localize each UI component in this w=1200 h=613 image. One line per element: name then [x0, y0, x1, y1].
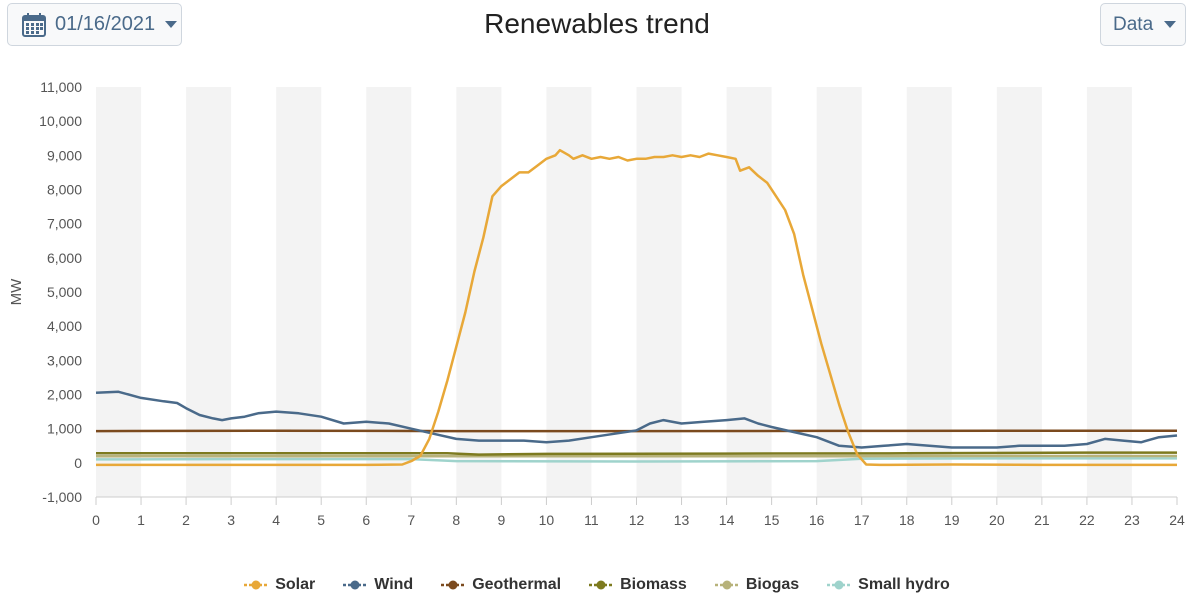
data-menu-label: Data	[1113, 13, 1154, 35]
grid-band	[636, 87, 682, 497]
renewables-line-chart: -1,000 0 1,000 2,000 3,000 4,000 5,000 6,000 7,0…	[8, 79, 1185, 528]
series-line-small-hydro	[95, 457, 1177, 463]
x-tick-label: 1	[137, 512, 145, 528]
grid-band	[906, 87, 952, 497]
legend-item-solar[interactable]: Solar	[244, 576, 315, 594]
y-axis-title: MW	[8, 278, 25, 305]
x-tick-label: 3	[227, 512, 235, 528]
x-tick-label: 17	[854, 512, 870, 528]
data-menu-button[interactable]: Data	[1100, 3, 1186, 46]
legend-item-biomass[interactable]: Biomass	[589, 576, 687, 594]
x-tick-label: 12	[629, 512, 645, 528]
x-tick-label: 4	[272, 512, 280, 528]
chevron-down-icon	[165, 21, 178, 28]
y-tick-label: 5,000	[47, 284, 82, 300]
page-title: Renewables trend	[484, 8, 710, 39]
legend-label: Wind	[374, 576, 414, 593]
x-tick-label: 11	[584, 512, 599, 528]
grid-band	[996, 87, 1042, 497]
legend-symbol-icon	[589, 580, 614, 590]
x-tick-label: 14	[719, 512, 735, 528]
legend-symbol-icon	[714, 580, 739, 590]
y-tick-label: 11,000	[40, 79, 82, 95]
legend-item-biogas[interactable]: Biogas	[714, 576, 800, 594]
legend-symbol-icon	[441, 580, 466, 590]
legend-item-wind[interactable]: Wind	[343, 576, 413, 594]
x-tick-label: 24	[1169, 512, 1185, 528]
x-tick-label: 10	[539, 512, 555, 528]
x-tick-label: 20	[989, 512, 1005, 528]
x-tick-label: 8	[452, 512, 460, 528]
y-tick-label: 6,000	[47, 250, 82, 266]
series-line-wind	[95, 390, 1178, 449]
legend-symbol-icon	[827, 580, 852, 590]
x-tick-label: 19	[944, 512, 960, 528]
x-tick-label: 16	[809, 512, 825, 528]
x-tick-label: 23	[1124, 512, 1140, 528]
grid-band	[456, 87, 502, 497]
grid-band	[726, 87, 772, 497]
y-tick-label: 4,000	[47, 318, 82, 334]
x-tick-label: 6	[362, 512, 370, 528]
legend-label: Biogas	[745, 576, 800, 593]
y-tick-label: 2,000	[47, 387, 82, 403]
grid-band	[96, 87, 142, 497]
x-tick-label: 13	[674, 512, 690, 528]
y-tick-label: 0	[74, 455, 82, 471]
y-tick-label: 7,000	[47, 216, 82, 232]
grid-band	[366, 87, 412, 497]
y-tick-label: -1,000	[42, 489, 82, 505]
x-tick-label: 5	[317, 512, 325, 528]
legend-label: Small hydro	[858, 576, 950, 593]
x-tick-label: 15	[764, 512, 780, 528]
x-tick-label: 22	[1079, 512, 1095, 528]
legend-label: Biomass	[620, 576, 687, 593]
date-picker-button[interactable]: 01/16/2021	[7, 3, 182, 46]
legend-label: Solar	[275, 576, 316, 593]
y-tick-label: 9,000	[47, 147, 82, 163]
x-tick-label: 7	[407, 512, 415, 528]
legend-label: Geothermal	[472, 576, 562, 593]
y-tick-label: 8,000	[47, 182, 82, 198]
x-tick-label: 21	[1034, 512, 1050, 528]
x-tick-label: 2	[182, 512, 190, 528]
grid-band	[1086, 87, 1132, 497]
x-tick-label: 9	[497, 512, 505, 528]
calendar-icon	[22, 12, 46, 37]
grid-band	[546, 87, 592, 497]
y-tick-label: 10,000	[39, 113, 82, 129]
selected-date: 01/16/2021	[55, 13, 156, 35]
series-line-solar	[96, 148, 1177, 467]
series-line-biomass	[96, 451, 1177, 456]
chevron-down-icon	[1164, 21, 1177, 28]
legend-symbol-icon	[343, 580, 368, 590]
grid-band	[276, 87, 322, 497]
legend-item-geothermal[interactable]: Geothermal	[441, 576, 561, 594]
x-tick-label: 0	[92, 512, 100, 528]
y-tick-label: 1,000	[47, 421, 82, 437]
chart-legend: Solar Wind Geothermal Biomass Biogas Small hy…	[0, 576, 1194, 594]
y-tick-label: 3,000	[47, 352, 82, 368]
grid-band	[186, 87, 232, 497]
legend-symbol-icon	[244, 580, 269, 590]
grid-band	[816, 87, 862, 497]
x-tick-label: 18	[899, 512, 915, 528]
legend-item-small-hydro[interactable]: Small hydro	[827, 576, 950, 594]
